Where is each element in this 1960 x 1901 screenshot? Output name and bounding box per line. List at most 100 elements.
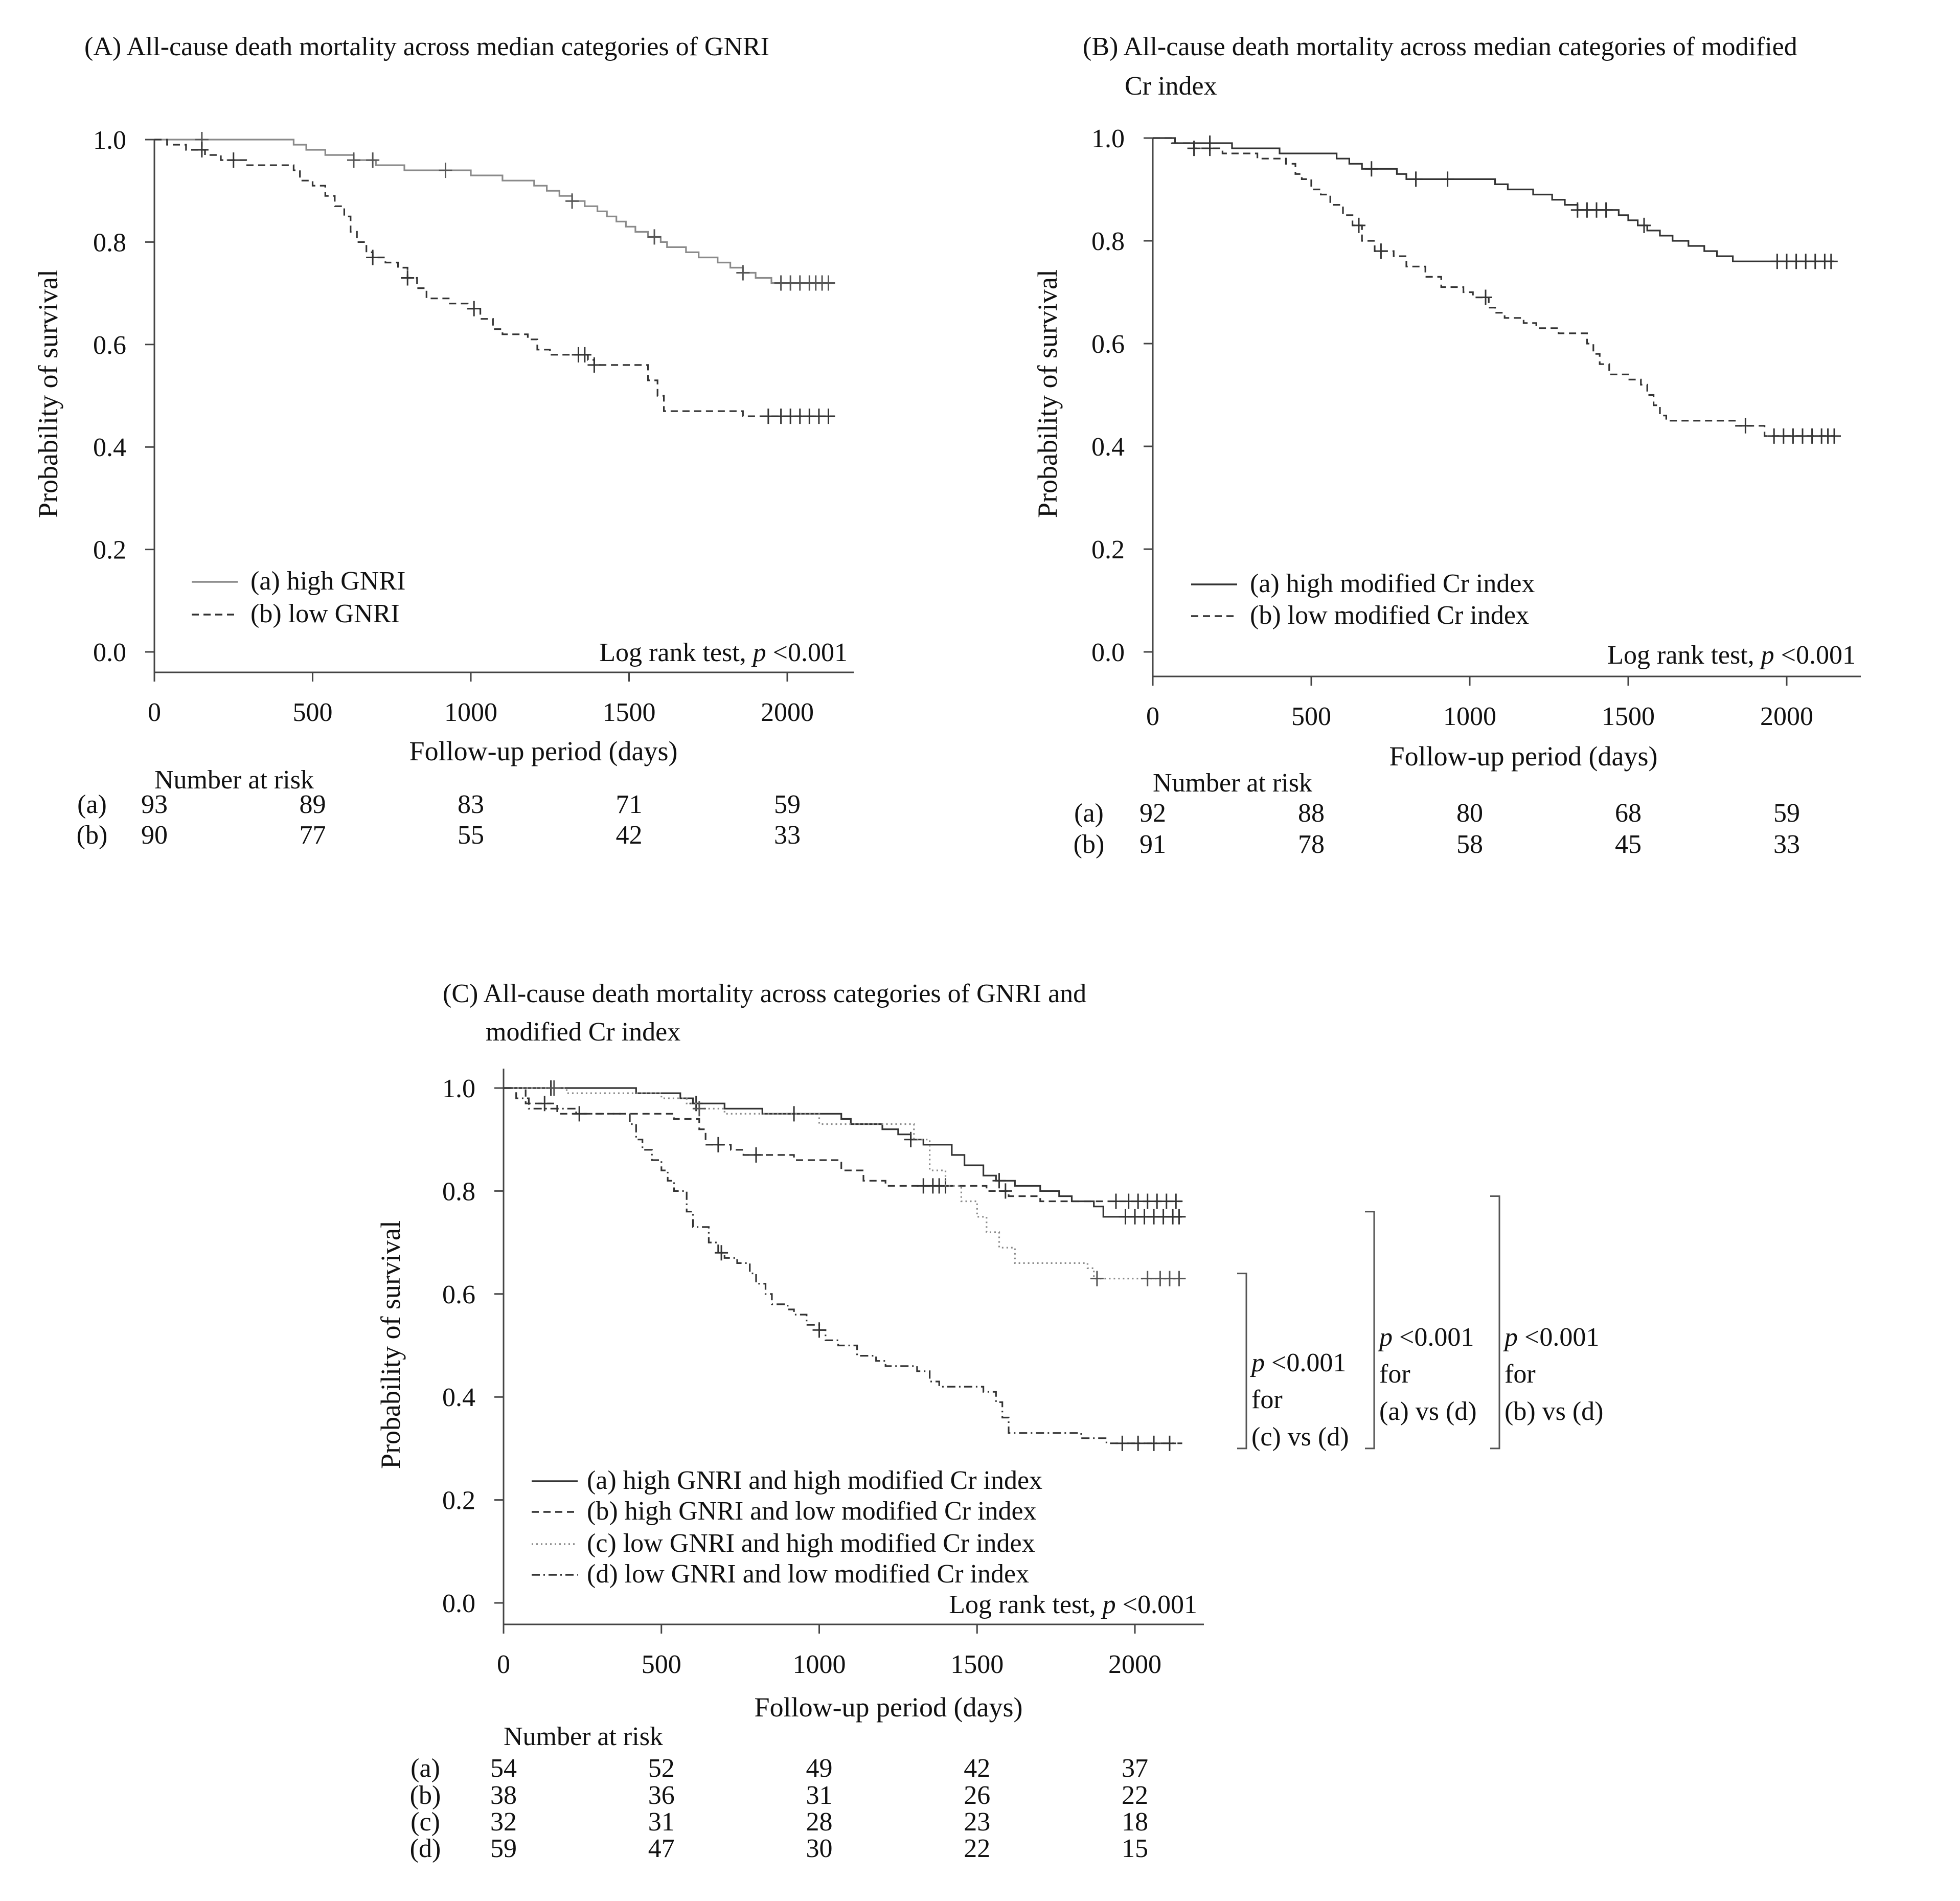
risk-value: 59 bbox=[774, 790, 801, 819]
x-tick-label: 2000 bbox=[1760, 702, 1813, 731]
legend-label: (a) high GNRI and high modified Cr index bbox=[587, 1466, 1042, 1495]
risk-value: 49 bbox=[806, 1754, 833, 1783]
y-tick-label: 0.8 bbox=[1091, 227, 1125, 256]
comparison-pair: (c) vs (d) bbox=[1251, 1422, 1349, 1452]
panel-c-xlabel: Follow-up period (days) bbox=[755, 1692, 1023, 1723]
risk-row-label: (c) bbox=[411, 1807, 440, 1837]
panel-c-plot: 0.0 0.2 0.4 0.6 0.8 1.0 0 500 1000 1500 2000 bbox=[442, 1069, 1204, 1679]
risk-value: 47 bbox=[648, 1834, 675, 1863]
panel-a-ylabel: Probability of survival bbox=[33, 269, 63, 518]
x-tick-label: 500 bbox=[293, 698, 333, 727]
risk-value: 23 bbox=[964, 1807, 990, 1837]
legend-label: (b) high GNRI and low modified Cr index bbox=[587, 1497, 1037, 1526]
x-tick-label: 1500 bbox=[950, 1650, 1004, 1679]
risk-value: 22 bbox=[964, 1834, 990, 1863]
censor-mark bbox=[1172, 1209, 1186, 1225]
risk-row-label: (d) bbox=[410, 1834, 441, 1863]
censor-mark bbox=[538, 1096, 552, 1112]
censor-mark bbox=[1739, 418, 1752, 434]
risk-value: 37 bbox=[1122, 1754, 1148, 1783]
comparison-pair: (a) vs (d) bbox=[1379, 1397, 1477, 1426]
y-tick-label: 0.2 bbox=[442, 1486, 475, 1515]
risk-value: 33 bbox=[1773, 830, 1800, 859]
risk-value: 30 bbox=[806, 1834, 833, 1863]
x-tick-label: 0 bbox=[497, 1650, 510, 1679]
x-tick-label: 500 bbox=[1291, 702, 1331, 731]
panel-b-xlabel: Follow-up period (days) bbox=[1389, 741, 1658, 772]
risk-value: 45 bbox=[1615, 830, 1642, 859]
censor-mark bbox=[1409, 171, 1423, 187]
risk-value: 38 bbox=[490, 1781, 517, 1810]
risk-row-label: (b) bbox=[1074, 830, 1105, 859]
risk-value: 15 bbox=[1122, 1834, 1148, 1863]
censor-mark bbox=[1163, 1435, 1176, 1451]
censor-mark bbox=[547, 1080, 561, 1096]
comparison-bracket bbox=[1365, 1211, 1375, 1450]
panel-b-risk-table: (a) 92 88 80 68 59 (b) 91 78 58 45 33 bbox=[1074, 799, 1800, 859]
comparison-p-value: p <0.001 bbox=[1502, 1323, 1599, 1352]
panel-a-legend: (a) high GNRI (b) low GNRI bbox=[192, 567, 405, 628]
censor-mark bbox=[904, 1131, 918, 1147]
risk-value: 80 bbox=[1456, 799, 1483, 828]
series-line-3 bbox=[504, 1087, 1182, 1280]
censor-mark bbox=[565, 193, 579, 209]
x-tick-label: 500 bbox=[642, 1650, 681, 1679]
censor-mark bbox=[1441, 171, 1454, 187]
risk-value: 89 bbox=[300, 790, 326, 819]
y-tick-label: 0.0 bbox=[442, 1589, 475, 1618]
risk-value: 91 bbox=[1139, 830, 1166, 859]
panel-a-risk-title: Number at risk bbox=[154, 765, 314, 795]
censor-mark bbox=[195, 142, 209, 158]
risk-value: 22 bbox=[1122, 1781, 1148, 1810]
risk-row-label: (b) bbox=[77, 821, 108, 850]
risk-value: 59 bbox=[490, 1834, 517, 1863]
censor-mark bbox=[1364, 161, 1378, 177]
x-tick-label: 0 bbox=[1146, 702, 1159, 731]
risk-value: 83 bbox=[458, 790, 484, 819]
risk-value: 78 bbox=[1298, 830, 1325, 859]
legend-label: (c) low GNRI and high modified Cr index bbox=[587, 1529, 1035, 1558]
risk-value: 92 bbox=[1139, 799, 1166, 828]
panel-a: (A) All-cause death mortality across med… bbox=[33, 32, 854, 850]
legend-label: (a) high GNRI bbox=[250, 567, 405, 596]
censor-mark bbox=[812, 1322, 826, 1338]
legend-label: (a) high modified Cr index bbox=[1250, 569, 1535, 598]
y-tick-label: 0.4 bbox=[442, 1383, 475, 1412]
censor-mark bbox=[711, 1137, 725, 1152]
risk-value: 90 bbox=[141, 821, 168, 850]
y-tick-label: 0.8 bbox=[93, 228, 126, 257]
y-tick-label: 0.2 bbox=[93, 536, 126, 565]
censor-mark bbox=[692, 1101, 706, 1117]
series-line-2 bbox=[1153, 137, 1834, 437]
risk-value: 68 bbox=[1615, 799, 1642, 828]
censor-mark bbox=[1141, 1271, 1154, 1286]
censor-mark bbox=[1374, 243, 1388, 259]
comparison-p-value: p <0.001 bbox=[1377, 1323, 1474, 1352]
x-tick-label: 1000 bbox=[1443, 702, 1496, 731]
risk-value: 54 bbox=[490, 1754, 517, 1783]
comparison-pair: (b) vs (d) bbox=[1505, 1397, 1604, 1426]
x-tick-label: 1000 bbox=[793, 1650, 846, 1679]
censor-mark bbox=[1637, 217, 1651, 233]
panel-b-title-line2: Cr index bbox=[1125, 72, 1217, 101]
y-tick-label: 0.0 bbox=[93, 638, 126, 667]
risk-value: 42 bbox=[616, 821, 643, 850]
censor-mark bbox=[1090, 1271, 1104, 1286]
censor-mark bbox=[366, 250, 380, 265]
risk-value: 31 bbox=[806, 1781, 833, 1810]
legend-label: (d) low GNRI and low modified Cr index bbox=[587, 1559, 1029, 1589]
x-tick-label: 1500 bbox=[603, 698, 656, 727]
risk-value: 77 bbox=[300, 821, 326, 850]
risk-value: 59 bbox=[1773, 799, 1800, 828]
y-tick-label: 0.6 bbox=[1091, 330, 1125, 359]
panel-c-risk-table: (a) 54 52 49 42 37(b) 38 36 31 26 22(c) 32 31 28 23 18(… bbox=[410, 1754, 1148, 1863]
panel-b-plot: 0.0 0.2 0.4 0.6 0.8 1.0 0 500 1000 1500 2000 bbox=[1091, 124, 1861, 731]
comparison-for: for bbox=[1505, 1360, 1536, 1389]
comparison-p-value: p <0.001 bbox=[1249, 1348, 1346, 1377]
censor-mark bbox=[587, 357, 601, 373]
panel-c-comparisons: p <0.001 for (c) vs (d) p <0.001 for (a) vs (… bbox=[1237, 1195, 1604, 1452]
risk-value: 55 bbox=[458, 821, 484, 850]
panel-c: (C) All-cause death mortality across cat… bbox=[375, 979, 1604, 1863]
risk-value: 32 bbox=[490, 1807, 517, 1837]
comparison-bracket bbox=[1237, 1273, 1247, 1450]
